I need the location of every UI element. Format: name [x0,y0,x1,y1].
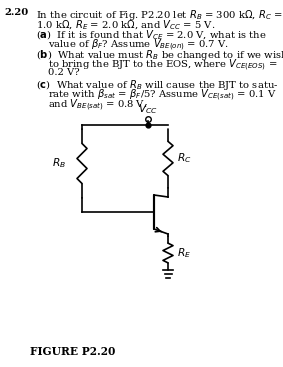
Text: rate with $\beta_{sat}$ = $\beta_F$/5? Assume $V_{CE(sat)}$ = 0.1 V: rate with $\beta_{sat}$ = $\beta_F$/5? A… [48,88,276,103]
Text: ($\mathbf{a}$)  If it is found that $V_{CE}$ = 2.0 V, what is the: ($\mathbf{a}$) If it is found that $V_{C… [36,28,267,41]
Text: 2.20: 2.20 [4,8,28,17]
Text: FIGURE P2.20: FIGURE P2.20 [30,346,115,357]
Text: 1.0 k$\Omega$, $R_E$ = 2.0 k$\Omega$, and $V_{CC}$ = 5 V.: 1.0 k$\Omega$, $R_E$ = 2.0 k$\Omega$, an… [36,18,215,32]
Text: ($\mathbf{b}$)  What value must $R_B$ be changed to if we wish: ($\mathbf{b}$) What value must $R_B$ be … [36,48,283,62]
Text: and $V_{BE(sat)}$ = 0.8 V.: and $V_{BE(sat)}$ = 0.8 V. [48,98,147,113]
Text: to bring the BJT to the EOS, where $V_{CE(EOS)}$ =: to bring the BJT to the EOS, where $V_{C… [48,58,277,73]
Text: $R_E$: $R_E$ [177,246,191,260]
Text: value of $\beta_F$? Assume $V_{BE(on)}$ = 0.7 V.: value of $\beta_F$? Assume $V_{BE(on)}$ … [48,38,229,54]
Text: ($\mathbf{c}$)  What value of $R_B$ will cause the BJT to satu-: ($\mathbf{c}$) What value of $R_B$ will … [36,78,278,92]
Text: $V_{CC}$: $V_{CC}$ [138,102,158,116]
Text: In the circuit of Fig. P2.20 let $R_B$ = 300 k$\Omega$, $R_C$ =: In the circuit of Fig. P2.20 let $R_B$ =… [36,8,283,22]
Text: $R_B$: $R_B$ [52,157,66,170]
Text: 0.2 V?: 0.2 V? [48,68,80,77]
Text: $R_C$: $R_C$ [177,152,192,166]
